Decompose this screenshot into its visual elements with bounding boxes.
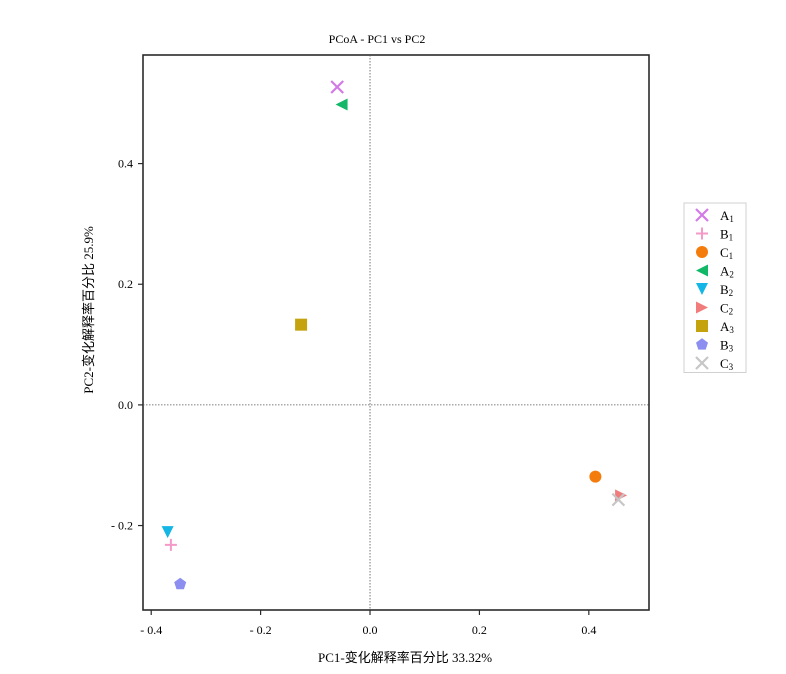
point-b1 [164, 538, 177, 551]
plot-frame [142, 54, 650, 611]
y-axis: - 0.2 0.0 0.2 0.4 [111, 157, 143, 533]
chart-title: PCoA - PC1 vs PC2 [329, 32, 426, 46]
legend-label: C2 [720, 301, 733, 317]
legend-label: A2 [720, 264, 734, 280]
point-a2 [335, 98, 348, 111]
legend-marker-b1 [696, 227, 708, 240]
point-a3 [295, 318, 308, 331]
x-axis-label: PC1-变化解释率百分比 33.32% [318, 650, 492, 665]
legend-marker-b2 [696, 283, 708, 295]
x-tick-label: 0.2 [472, 623, 487, 637]
y-tick-label: 0.0 [118, 398, 133, 412]
x-tick-label: - 0.4 [140, 623, 162, 637]
legend: A1 B1 C1 A2 B2 C2 A3 B3 C3 [683, 202, 747, 373]
legend-marker-c2 [696, 301, 708, 314]
legend-box [683, 202, 747, 373]
plot-area [142, 54, 650, 611]
legend-marker-a1 [695, 208, 709, 222]
legend-label: B2 [720, 282, 733, 298]
x-tick-label: 0.4 [581, 623, 596, 637]
legend-label: A3 [720, 319, 734, 335]
legend-label: B1 [720, 227, 733, 243]
point-c3 [611, 492, 626, 507]
legend-marker-a2 [696, 264, 708, 277]
data-points [161, 80, 628, 590]
legend-marker-c3 [695, 356, 709, 370]
legend-label: A1 [720, 208, 734, 224]
legend-marker-c1 [696, 246, 708, 258]
point-b2 [161, 526, 174, 539]
point-b3 [174, 577, 187, 590]
y-axis-label: PC2-变化解释率百分比 25.9% [81, 226, 96, 394]
legend-label: C1 [720, 245, 733, 261]
y-tick-label: 0.2 [118, 277, 133, 291]
point-c1 [589, 470, 602, 483]
legend-label: B3 [720, 338, 734, 354]
x-tick-label: 0.0 [363, 623, 378, 637]
y-tick-label: - 0.2 [111, 519, 133, 533]
legend-marker-b3 [696, 338, 708, 350]
x-tick-label: - 0.2 [250, 623, 272, 637]
y-tick-label: 0.4 [118, 157, 133, 171]
point-a1 [330, 80, 344, 94]
legend-label: C3 [720, 356, 734, 372]
legend-marker-a3 [696, 320, 708, 332]
x-axis: - 0.4 - 0.2 0.0 0.2 0.4 [140, 610, 596, 637]
